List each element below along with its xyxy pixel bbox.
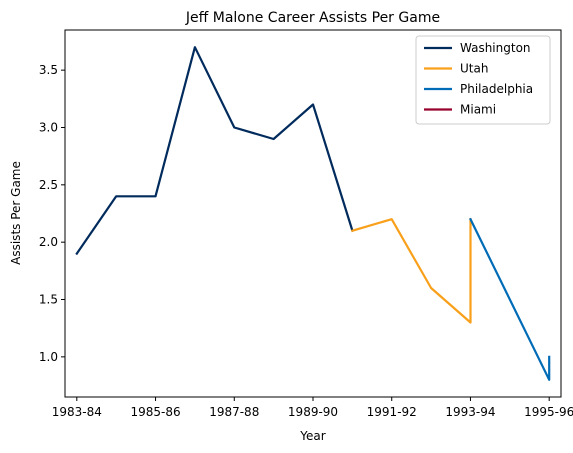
y-tick-label: 3.5 [39, 63, 58, 77]
x-tick-label: 1983-84 [52, 405, 102, 419]
x-axis: 1983-84 1985-86 1987-88 1989-90 1991-92 1993-… [52, 397, 573, 419]
y-tick-label: 1.5 [39, 293, 58, 307]
y-tick-label: 1.0 [39, 350, 58, 364]
y-axis-label: Assists Per Game [9, 161, 23, 265]
y-tick-label: 2.0 [39, 235, 58, 249]
legend-label-miami: Miami [460, 103, 496, 117]
y-axis: 1.0 1.5 2.0 2.5 3.0 3.5 [39, 63, 65, 364]
y-tick-label: 2.5 [39, 178, 58, 192]
x-axis-label: Year [299, 429, 325, 443]
legend-label-philadelphia: Philadelphia [460, 82, 533, 96]
x-tick-label: 1987-88 [209, 405, 259, 419]
legend-label-utah: Utah [460, 62, 488, 76]
y-tick-label: 3.0 [39, 120, 58, 134]
legend: Washington Utah Philadelphia Miami [415, 35, 551, 125]
series-line-utah [351, 218, 472, 324]
series-layer [75, 46, 551, 381]
x-tick-label: 1985-86 [130, 405, 180, 419]
x-tick-label: 1993-94 [445, 405, 495, 419]
x-tick-label: 1995-96 [524, 405, 573, 419]
x-tick-label: 1989-90 [288, 405, 338, 419]
x-tick-label: 1991-92 [367, 405, 417, 419]
chart-title: Jeff Malone Career Assists Per Game [185, 10, 440, 26]
series-line-philadelphia [469, 217, 551, 381]
legend-box [415, 35, 551, 125]
legend-label-washington: Washington [460, 41, 531, 55]
series-line-washington [75, 46, 354, 256]
